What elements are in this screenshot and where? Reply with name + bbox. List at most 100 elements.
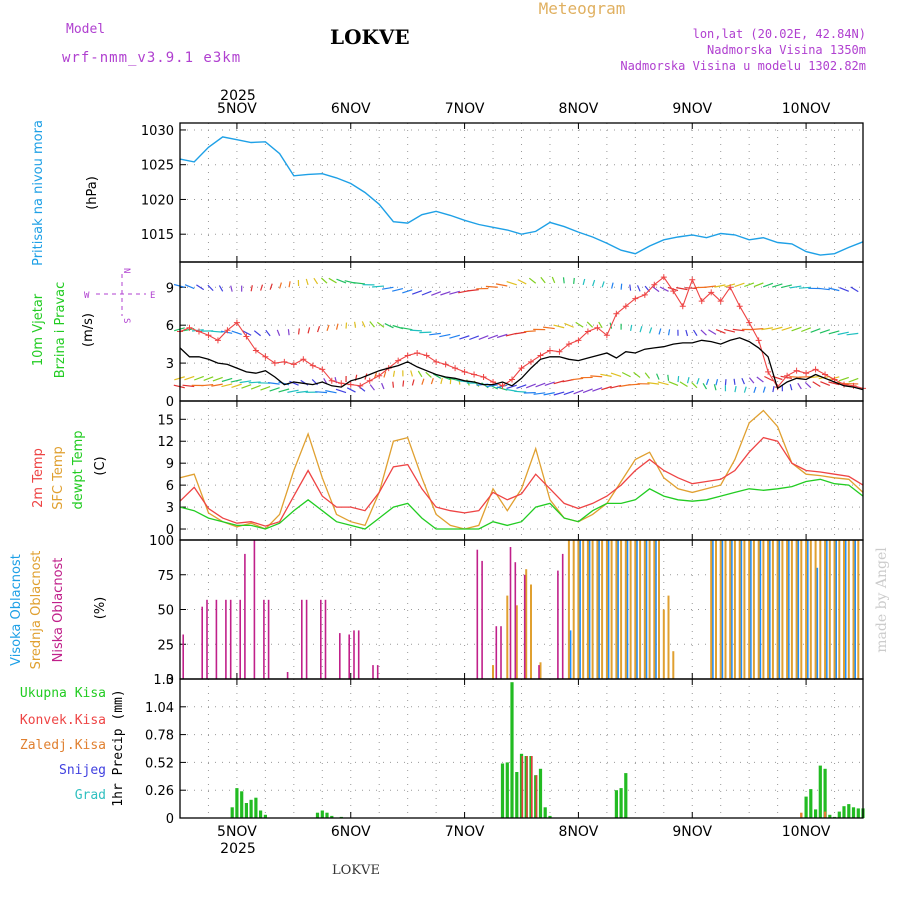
- wind-arrow: [421, 378, 425, 385]
- wind-arrow: [748, 377, 755, 384]
- cloud-low-bar: [215, 599, 218, 679]
- cloud-mid-bar: [658, 540, 660, 679]
- cloud-mid-bar: [506, 595, 509, 679]
- wind-arrow: [230, 378, 242, 383]
- day-label-bottom: 5NOV: [217, 824, 257, 840]
- wind-arrow: [328, 277, 337, 284]
- precip-frame: [179, 678, 864, 819]
- cloud-low-bar: [376, 665, 379, 679]
- wind-arrow: [241, 384, 252, 389]
- pressure-ytick-label: 1025: [141, 159, 174, 174]
- cloud-mid-bar: [492, 665, 494, 679]
- wind-arrow: [411, 379, 415, 386]
- wind-arrow: [543, 326, 555, 330]
- wind-arrow: [287, 389, 299, 393]
- wind-compass-icon: N S W E: [84, 268, 155, 323]
- cloud-mid-bar: [715, 540, 717, 679]
- cloud-mid-bar: [624, 540, 627, 679]
- precip-label-conv: Konvek.Kisa: [20, 713, 106, 728]
- wind-arrow: [820, 381, 831, 386]
- wind-arrow: [828, 381, 840, 386]
- meteogram-title: Meteogram: [539, 0, 626, 18]
- wind-arrow: [724, 328, 736, 333]
- wind-arrow: [592, 279, 596, 287]
- wind-arrow: [648, 327, 653, 334]
- wind-arrow: [409, 329, 422, 332]
- cloud-low-bar: [244, 553, 246, 679]
- wind-gust-marker: [347, 381, 354, 388]
- wind-arrow: [392, 287, 404, 292]
- wind-arrow: [636, 285, 641, 292]
- cloud-labels: Visoka Oblacnost Srednja Oblacnost Niska…: [9, 551, 108, 670]
- wind-arrow: [704, 285, 717, 288]
- precip-ytick-label: 1.04: [145, 701, 174, 716]
- wind-gust-marker: [195, 328, 202, 335]
- wind-arrow: [469, 335, 480, 341]
- cloud-high-bar: [825, 540, 828, 679]
- cloud-low-bar: [182, 634, 184, 679]
- compass-w: W: [84, 291, 90, 301]
- wind-arrow: [772, 283, 783, 288]
- wind-arrow: [313, 277, 319, 285]
- wind-gust-marker: [395, 357, 402, 364]
- wind-gust-marker: [290, 361, 297, 368]
- temp-dew-line: [179, 478, 864, 530]
- wind-arrow: [780, 284, 792, 289]
- wind-arrow: [751, 327, 764, 331]
- cloud-mid-bar: [809, 540, 812, 679]
- wind-gust-marker: [641, 291, 648, 298]
- wind-gust-marker: [357, 382, 364, 389]
- wind-arrow: [798, 286, 811, 289]
- wind-arrow: [269, 283, 273, 290]
- wind-arrow: [335, 323, 339, 330]
- wind-arrow: [715, 379, 719, 386]
- wind-arrow: [430, 378, 434, 385]
- wind-arrow: [288, 281, 291, 288]
- wind-arrow: [207, 284, 214, 292]
- precip-total-bar: [814, 809, 818, 818]
- cloud-mid-bar: [843, 540, 845, 679]
- wind-arrow: [250, 384, 261, 390]
- cloud-mid-bar: [662, 609, 665, 679]
- wind-arrow: [639, 326, 643, 333]
- wind-arrow: [598, 321, 603, 329]
- wind-arrow: [850, 286, 859, 293]
- precip-ytick-label: 1.3: [153, 673, 174, 688]
- wind-arrow: [838, 376, 849, 382]
- wind-arrow: [611, 282, 614, 289]
- wind-gust-marker: [423, 352, 430, 359]
- cloud-low-bar: [324, 599, 327, 679]
- wind-gust-marker: [527, 358, 534, 365]
- wind-gust-marker: [727, 284, 734, 291]
- cloud-mid-bar: [852, 540, 855, 679]
- wind-arrow: [724, 379, 727, 386]
- wind-arrow: [184, 284, 195, 290]
- cloud-mid-bar: [620, 540, 623, 679]
- wind-arrow: [789, 285, 802, 289]
- wind-arrow: [528, 277, 537, 284]
- wind-arrow: [667, 374, 670, 381]
- wind-arrow: [553, 324, 565, 329]
- precip-total-bar: [254, 797, 258, 818]
- precip-total-bar: [235, 788, 239, 818]
- cloud-mid-bar: [781, 540, 784, 679]
- cloud-high-bar: [730, 540, 733, 679]
- wind-ytick-label: 9: [166, 281, 174, 296]
- wind-arrow: [425, 371, 432, 378]
- temp-label-dew: dewpt Temp: [71, 430, 86, 509]
- temperature-ytick-label: 0: [166, 523, 174, 538]
- wind-arrow: [514, 331, 527, 335]
- precip-total-bar: [505, 762, 509, 818]
- wind-arrow: [354, 321, 357, 328]
- precip-total-bar: [515, 772, 519, 818]
- wind-arrow: [276, 329, 281, 336]
- wind-gust-marker: [433, 358, 440, 365]
- cloud-high-bar: [768, 540, 771, 679]
- precip-conv-bar: [526, 756, 528, 818]
- wind-arrow: [449, 290, 461, 295]
- cloud-mid-bar: [605, 540, 608, 679]
- wind-arrow: [741, 377, 745, 385]
- wind-arrow: [220, 330, 233, 334]
- wind-gust-marker: [319, 366, 326, 373]
- cloud-mid-bar: [710, 540, 713, 679]
